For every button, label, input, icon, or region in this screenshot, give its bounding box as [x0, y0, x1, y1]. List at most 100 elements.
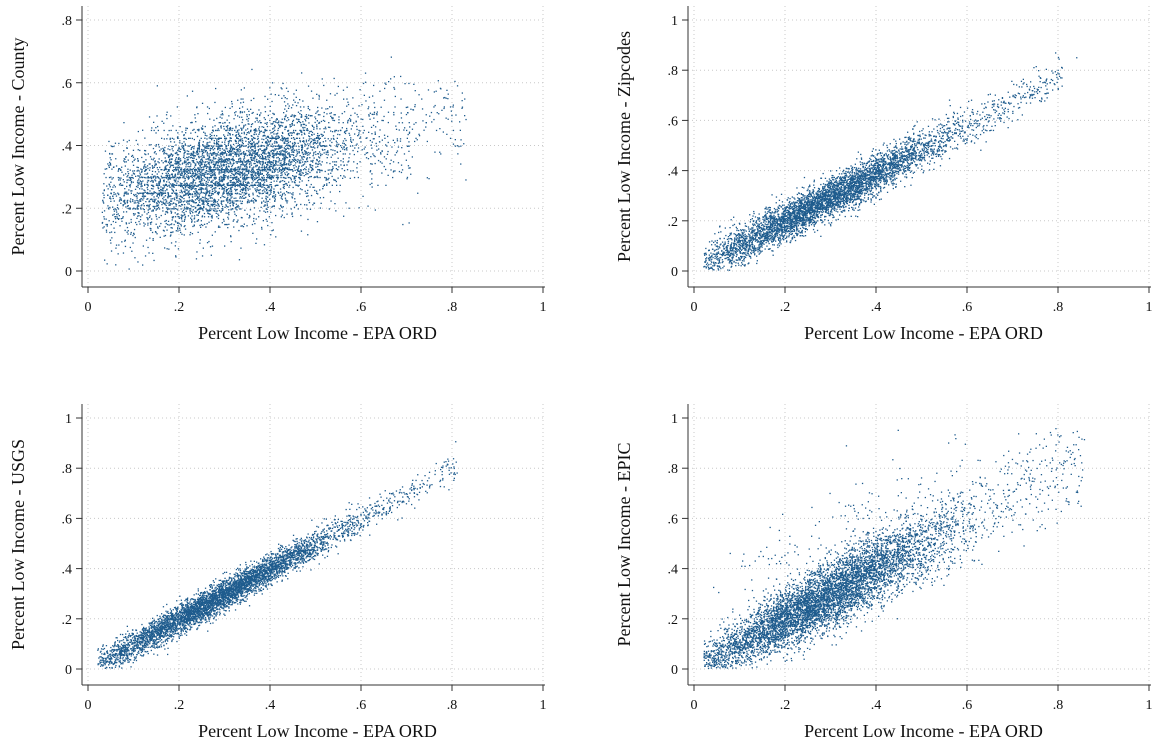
data-point: [123, 174, 124, 175]
data-point: [231, 182, 232, 183]
data-point: [287, 148, 288, 149]
data-point: [185, 143, 186, 144]
data-point: [395, 126, 396, 127]
data-point: [226, 189, 227, 190]
data-point: [154, 130, 155, 131]
data-point: [291, 193, 292, 194]
data-point: [278, 136, 279, 137]
data-point: [165, 190, 166, 191]
data-point: [190, 205, 191, 206]
data-point: [175, 161, 176, 162]
data-point: [336, 165, 337, 166]
data-point: [176, 205, 177, 206]
data-point: [121, 221, 122, 222]
data-point: [217, 208, 218, 209]
data-point: [169, 167, 170, 168]
data-point: [356, 143, 357, 144]
data-point: [194, 146, 195, 147]
data-point: [221, 204, 222, 205]
data-point: [244, 185, 245, 186]
data-point: [157, 228, 158, 229]
data-point: [318, 95, 319, 96]
data-point: [415, 90, 416, 91]
data-point: [126, 147, 127, 148]
data-point: [131, 222, 132, 223]
data-point: [248, 194, 249, 195]
data-point: [350, 119, 351, 120]
data-point: [235, 126, 236, 127]
data-point: [264, 191, 265, 192]
data-point: [393, 140, 394, 141]
data-point: [154, 165, 155, 166]
data-point: [261, 167, 262, 168]
data-point: [140, 174, 141, 175]
data-point: [179, 228, 180, 229]
data-point: [141, 171, 142, 172]
data-point: [160, 223, 161, 224]
data-point: [282, 125, 283, 126]
data-point: [128, 179, 129, 180]
data-point: [156, 202, 157, 203]
data-point: [152, 174, 153, 175]
data-point: [292, 114, 293, 115]
data-point: [137, 185, 138, 186]
data-point: [244, 224, 245, 225]
data-point: [224, 153, 225, 154]
data-point: [294, 132, 295, 133]
data-point: [288, 130, 289, 131]
data-point: [239, 175, 240, 176]
data-point: [114, 214, 115, 215]
data-point: [238, 230, 239, 231]
data-point: [311, 91, 312, 92]
data-point: [255, 150, 256, 151]
data-point: [453, 105, 454, 106]
data-point: [175, 180, 176, 181]
data-point: [196, 194, 197, 195]
data-point: [126, 161, 127, 162]
data-point: [256, 218, 257, 219]
data-point: [180, 232, 181, 233]
data-point: [258, 171, 259, 172]
data-point: [179, 151, 180, 152]
data-point: [218, 165, 219, 166]
data-point: [134, 159, 135, 160]
data-point: [212, 246, 213, 247]
data-point: [199, 177, 200, 178]
data-point: [408, 134, 409, 135]
data-point: [130, 179, 131, 180]
data-point: [157, 85, 158, 86]
data-point: [259, 154, 260, 155]
data-point: [293, 146, 294, 147]
data-point: [125, 165, 126, 166]
data-point: [169, 130, 170, 131]
data-point: [259, 183, 260, 184]
data-point: [221, 170, 222, 171]
data-point: [412, 129, 413, 130]
data-point: [224, 224, 225, 225]
data-point: [150, 181, 151, 182]
data-point: [307, 161, 308, 162]
data-point: [290, 141, 291, 142]
data-point: [211, 135, 212, 136]
data-point: [211, 146, 212, 147]
data-point: [216, 153, 217, 154]
data-point: [230, 134, 231, 135]
data-point: [342, 148, 343, 149]
data-point: [276, 133, 277, 134]
data-point: [268, 141, 269, 142]
data-point: [334, 153, 335, 154]
data-point: [192, 169, 193, 170]
data-point: [315, 163, 316, 164]
data-point: [313, 203, 314, 204]
data-point: [184, 225, 185, 226]
data-point: [380, 161, 381, 162]
data-point: [407, 112, 408, 113]
data-point: [321, 154, 322, 155]
data-point: [367, 206, 368, 207]
data-point: [238, 206, 239, 207]
data-point: [187, 163, 188, 164]
data-point: [178, 163, 179, 164]
data-point: [204, 149, 205, 150]
data-point: [161, 195, 162, 196]
data-point: [166, 181, 167, 182]
